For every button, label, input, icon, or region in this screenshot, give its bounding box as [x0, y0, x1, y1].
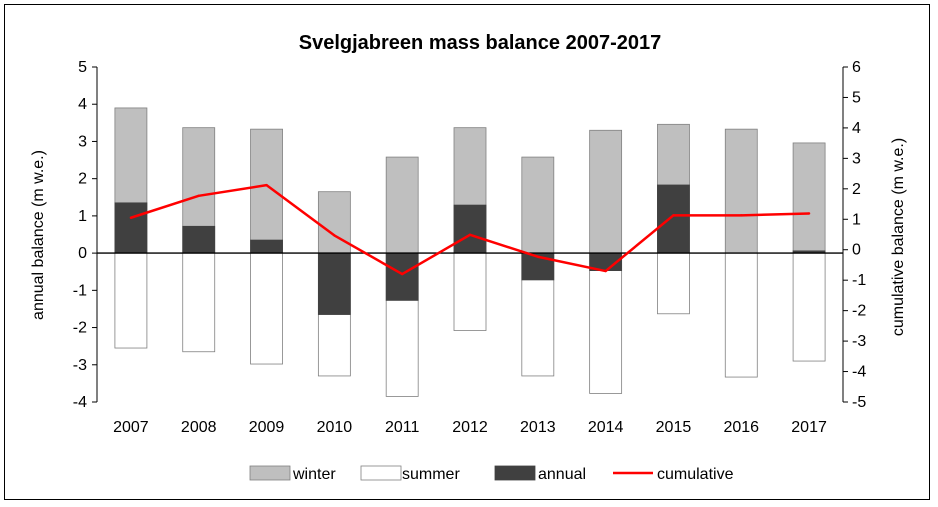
bar-summer-2007 — [114, 252, 148, 349]
y-tick-label: -2 — [73, 320, 87, 337]
y2-tick-label: 1 — [852, 211, 861, 228]
x-tick-label: 2011 — [385, 419, 420, 436]
bar-summer-2012 — [453, 252, 487, 331]
bar-winter-2010 — [317, 191, 351, 254]
x-tick-label: 2013 — [520, 419, 556, 436]
y-tick-label: -1 — [73, 282, 87, 299]
y-tick-label: -3 — [73, 357, 87, 374]
chart-title: Svelgjabreen mass balance 2007-2017 — [299, 32, 661, 54]
y2-tick-label: -4 — [852, 364, 866, 381]
y-tick-label: 3 — [78, 133, 87, 150]
legend-label-cumulative: cumulative — [657, 466, 734, 483]
y2-tick-label: 6 — [852, 59, 861, 76]
bar-annual-2011 — [385, 252, 419, 301]
x-tick-label: 2012 — [452, 419, 488, 436]
x-tick-label: 2014 — [588, 419, 624, 436]
legend: winter summer annual cumulative — [249, 465, 734, 483]
bar-winter-2014 — [589, 129, 623, 254]
bar-annual-2008 — [182, 225, 216, 254]
bar-summer-2016 — [724, 252, 758, 378]
legend-label-annual: annual — [538, 466, 586, 483]
axes-group — [92, 66, 848, 403]
cumulative-point-2012 — [468, 233, 472, 237]
y2-tick-label: 0 — [852, 242, 861, 259]
legend-label-summer: summer — [402, 466, 460, 483]
bar-summer-2017 — [792, 252, 826, 362]
x-tick-label: 2009 — [249, 419, 285, 436]
cumulative-point-2010 — [333, 234, 336, 237]
y2-tick-label: -2 — [852, 303, 866, 320]
y-tick-label: 4 — [78, 96, 87, 113]
y2-tick-label: 2 — [852, 181, 861, 198]
bar-summer-2014 — [589, 252, 623, 394]
y2-axis-label: cumulative balance (m w.e.) — [890, 138, 907, 336]
bar-annual-2007 — [114, 202, 148, 254]
bar-winter-2017 — [792, 142, 826, 254]
bar-annual-2015 — [657, 184, 690, 254]
legend-label-winter: winter — [292, 466, 336, 483]
cumulative-line-group — [129, 183, 811, 276]
mass-balance-chart: Svelgjabreen mass balance 2007-2017 annu… — [30, 32, 907, 483]
bar-winter-2016 — [724, 128, 758, 254]
cumulative-point-2016 — [740, 214, 743, 217]
bar-winter-2013 — [521, 156, 555, 254]
cumulative-point-2017 — [807, 212, 811, 215]
cumulative-point-2008 — [197, 194, 200, 198]
tick-labels-group: 5 4 3 2 1 0 -1 -2 -3 -4 6 5 4 3 2 1 0 -1 -2 -3 -4 -5 2007 2008 2… — [73, 59, 867, 436]
bar-summer-2009 — [250, 252, 283, 365]
bar-annual-2012 — [453, 204, 487, 254]
y2-tick-label: -3 — [852, 333, 866, 350]
x-tick-label: 2017 — [791, 419, 827, 436]
bars-group — [114, 107, 826, 397]
y-tick-label: 5 — [78, 59, 87, 76]
bar-summer-2008 — [182, 252, 216, 353]
cumulative-point-2009 — [265, 183, 268, 187]
bar-annual-2010 — [317, 252, 351, 315]
y2-tick-label: 3 — [852, 150, 861, 167]
y2-tick-label: -1 — [852, 272, 866, 289]
y-axis-label: annual balance (m w.e.) — [30, 150, 47, 320]
legend-swatch-winter — [249, 465, 291, 481]
cumulative-point-2014 — [604, 269, 607, 273]
bar-winter-2009 — [250, 128, 283, 254]
x-tick-label: 2007 — [113, 419, 149, 436]
legend-swatch-summer — [360, 465, 402, 481]
x-tick-label: 2015 — [656, 419, 692, 436]
y-tick-label: -4 — [73, 394, 87, 411]
cumulative-point-2015 — [672, 214, 675, 217]
y2-tick-label: -5 — [852, 394, 866, 411]
y2-tick-label: 5 — [852, 89, 861, 106]
legend-swatch-annual — [494, 465, 536, 481]
bar-annual-2009 — [250, 239, 283, 254]
y2-tick-label: 4 — [852, 120, 861, 137]
cumulative-point-2007 — [129, 216, 133, 219]
y-tick-label: 0 — [78, 245, 87, 262]
bar-winter-2011 — [385, 156, 419, 254]
cumulative-point-2011 — [400, 272, 404, 276]
cumulative-point-2013 — [536, 255, 540, 258]
x-tick-label: 2008 — [181, 419, 217, 436]
y-tick-label: 1 — [78, 208, 87, 225]
y-tick-label: 2 — [78, 171, 87, 188]
chart-frame: Svelgjabreen mass balance 2007-2017 annu… — [4, 4, 930, 500]
bar-summer-2015 — [657, 252, 690, 315]
x-tick-label: 2016 — [723, 419, 759, 436]
x-tick-label: 2010 — [317, 419, 353, 436]
